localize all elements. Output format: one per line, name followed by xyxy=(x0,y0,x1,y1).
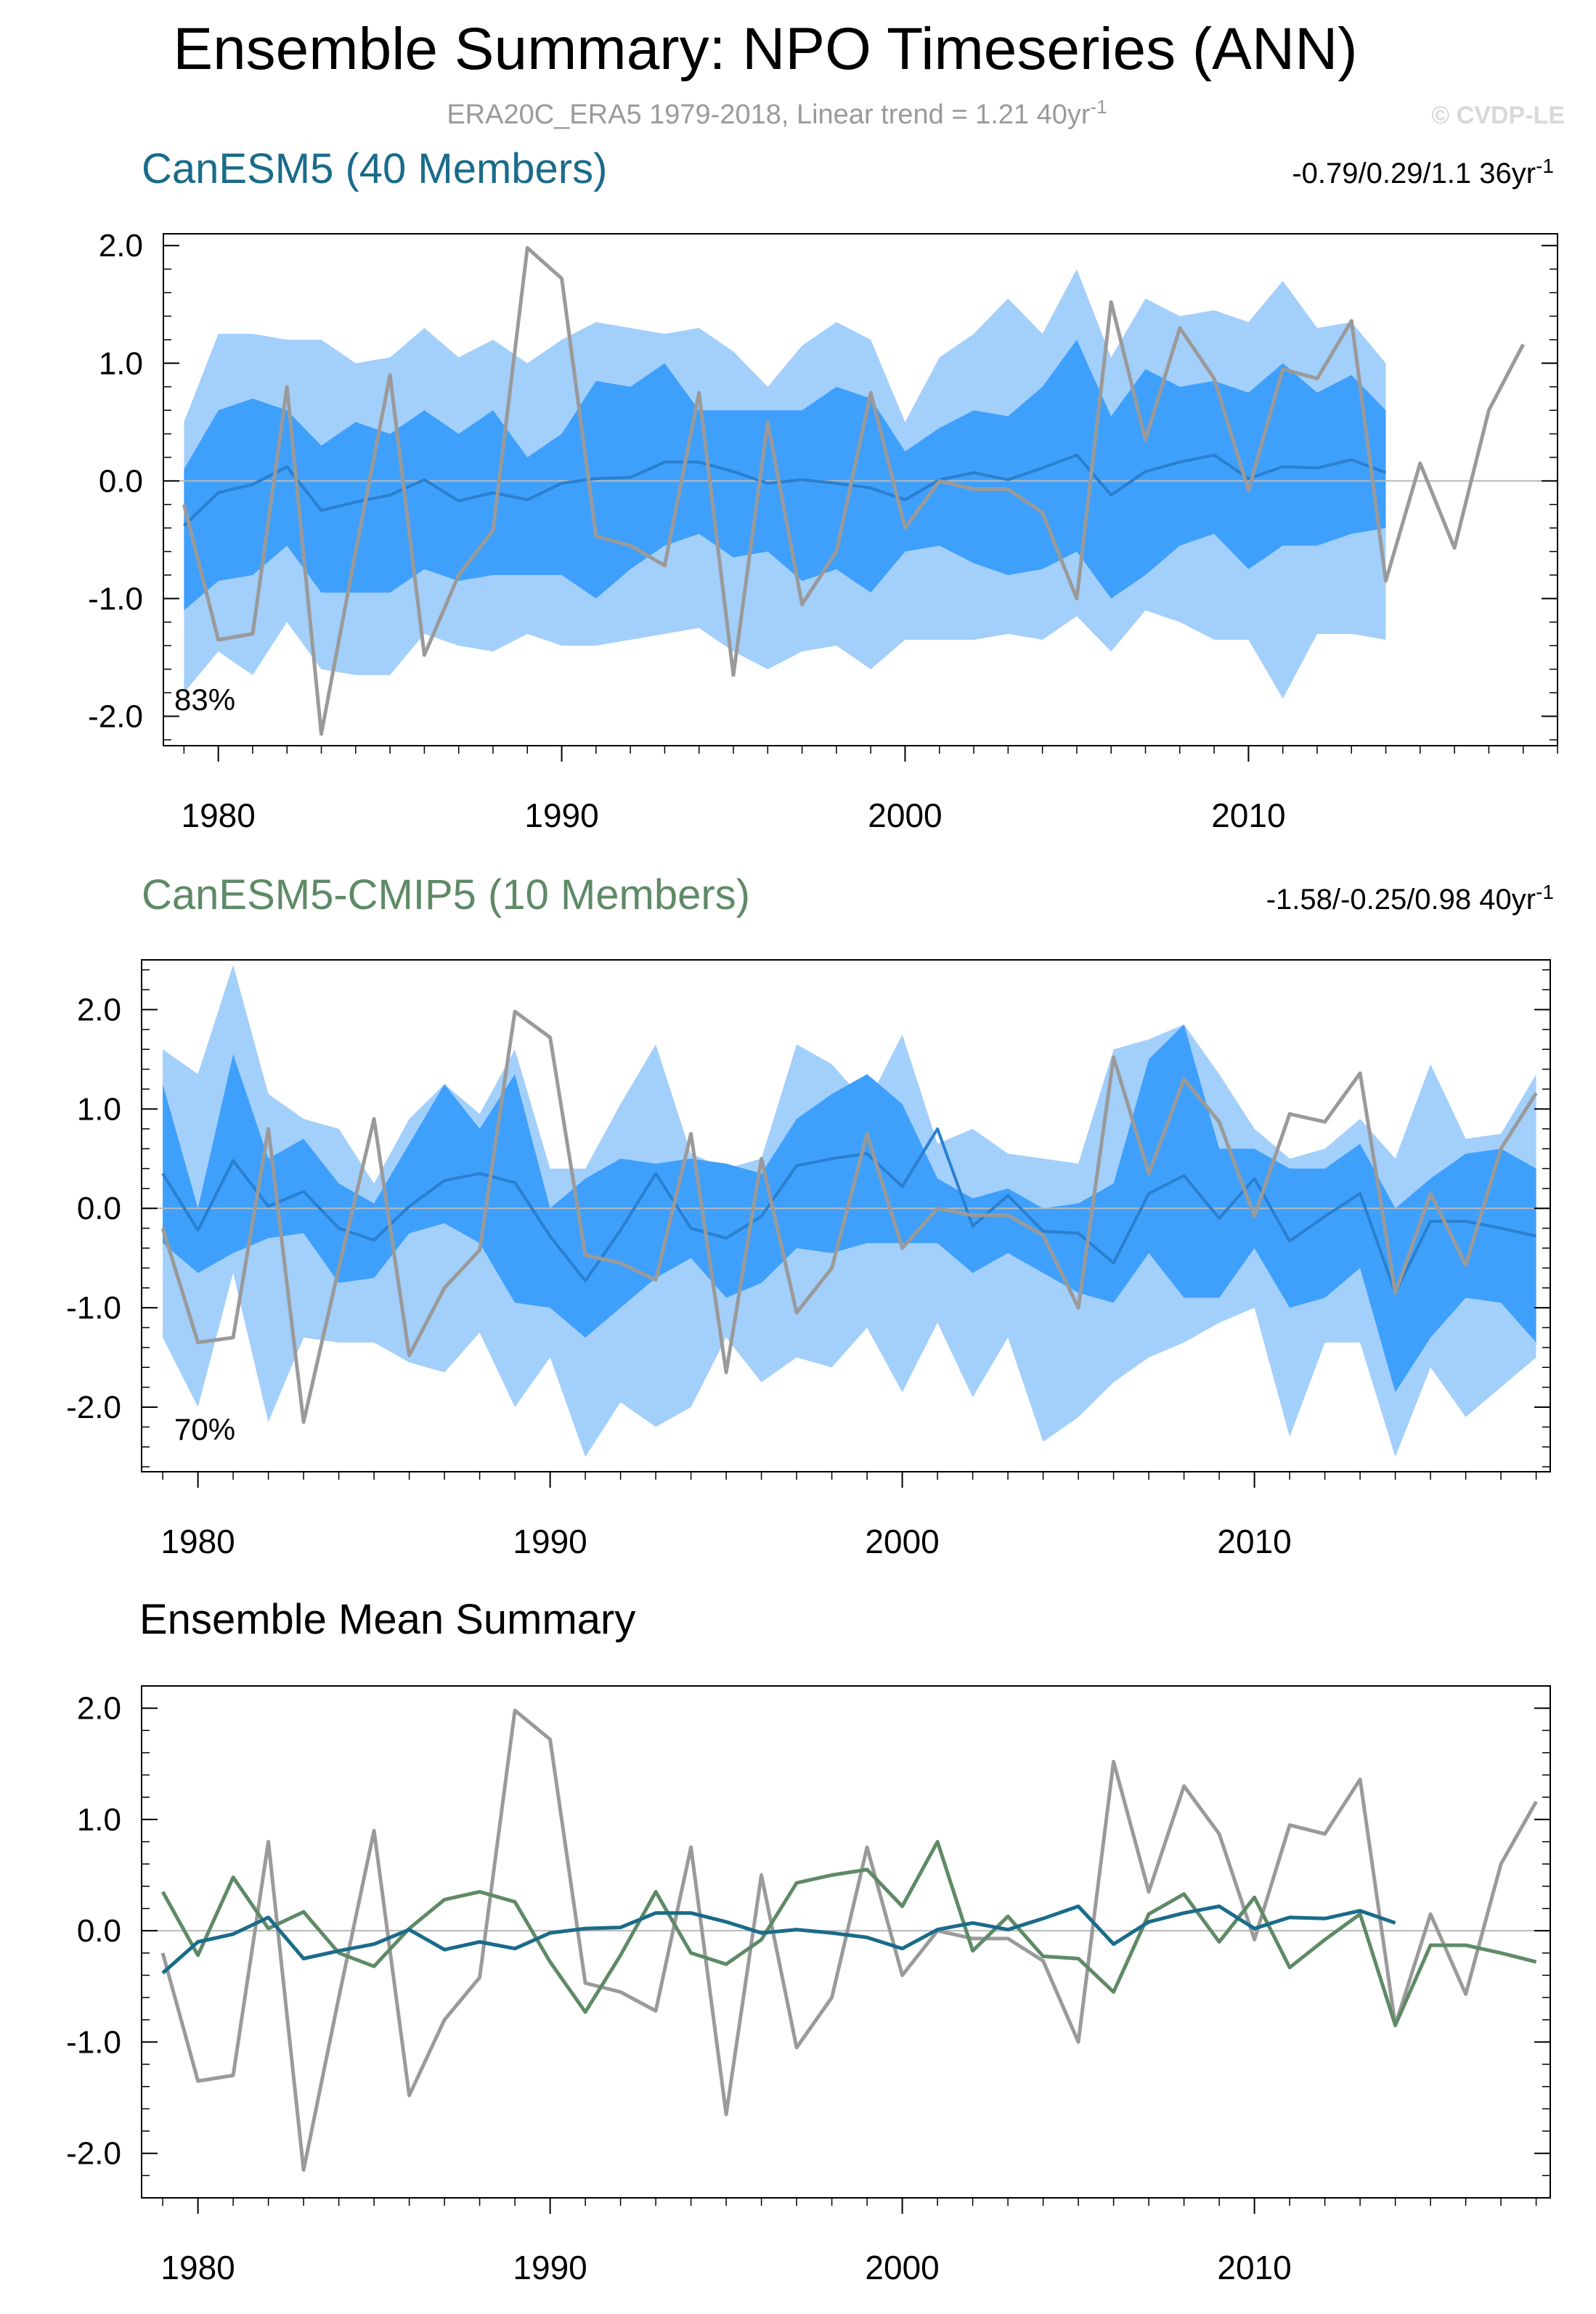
canesm5-xtick-label: 1980 xyxy=(181,797,255,834)
canesm5-ytick-label: -2.0 xyxy=(88,698,143,734)
trend-cmip5-text: -1.58/-0.25/0.98 40yr xyxy=(1266,884,1536,916)
cmip5-xtick-label: 2000 xyxy=(865,1523,939,1560)
cmip5-ytick-label: -1.0 xyxy=(66,1290,121,1326)
canesm5-xtick-label: 2000 xyxy=(868,797,942,834)
canesm5-xtick-label: 2010 xyxy=(1211,797,1285,834)
canesm5-xtick-label: 1990 xyxy=(524,797,598,834)
cmip5-xtick-label: 1980 xyxy=(160,1523,235,1560)
canesm5-ytick-label: 2.0 xyxy=(99,228,143,264)
panel-summary: Ensemble Mean Summary -2.0 -1.0 0.0 1.0 2.0 1… xyxy=(66,1596,1551,2286)
cmip5-xtick-label: 2010 xyxy=(1217,1523,1291,1560)
plot-area-cmip5: -2.0 -1.0 0.0 1.0 2.0 1980 1990 2000 2010 xyxy=(66,959,1551,1560)
trend-cmip5: -1.58/-0.25/0.98 40yr-1 xyxy=(1266,881,1554,916)
canesm5-ytick-label: -1.0 xyxy=(88,581,143,616)
figure-subtitle: ERA20C_ERA5 1979-2018, Linear trend = 1.… xyxy=(447,96,1107,130)
summary-ytick-label: 1.0 xyxy=(77,1802,121,1838)
summary-xtick-label: 2000 xyxy=(865,2249,939,2286)
cmip5-ytick-label: -2.0 xyxy=(66,1390,121,1425)
summary-xtick-label: 1990 xyxy=(513,2249,587,2286)
credit-label: © CVDP-LE xyxy=(1431,102,1565,129)
panel-title-summary: Ensemble Mean Summary xyxy=(139,1596,635,1643)
cmip5-ytick-label: 0.0 xyxy=(77,1191,121,1226)
figure-subtitle-sup: -1 xyxy=(1091,96,1107,118)
canesm5-ytick-label: 0.0 xyxy=(99,463,143,499)
summary-xtick-label: 2010 xyxy=(1217,2249,1291,2286)
plot-area-summary: -2.0 -1.0 0.0 1.0 2.0 1980 1990 2000 2010 xyxy=(66,1685,1551,2286)
summary-observation-line xyxy=(160,1708,1538,2172)
trend-cmip5-sup: -1 xyxy=(1536,881,1554,903)
trend-canesm5-text: -0.79/0.29/1.1 36yr xyxy=(1292,158,1536,190)
panel-title-cmip5: CanESM5-CMIP5 (10 Members) xyxy=(142,871,750,918)
figure-title: Ensemble Summary: NPO Timeseries (ANN) xyxy=(173,16,1357,82)
cmip5-observation-line xyxy=(160,1009,1538,1425)
percent-label-cmip5: 70% xyxy=(174,1412,235,1446)
cmip5-xtick-label: 1990 xyxy=(513,1523,587,1560)
trend-canesm5: -0.79/0.29/1.1 36yr-1 xyxy=(1292,155,1554,190)
summary-ytick-label: -2.0 xyxy=(66,2136,121,2172)
summary-frame xyxy=(141,1685,1551,2199)
canesm5-observation-line xyxy=(182,245,1525,736)
summary-xtick-label: 1980 xyxy=(160,2249,235,2286)
summary-ytick-label: -1.0 xyxy=(66,2024,121,2060)
summary-ytick-label: 0.0 xyxy=(77,1913,121,1949)
percent-label-canesm5: 83% xyxy=(174,683,235,717)
panel-cmip5: CanESM5-CMIP5 (10 Members) -1.58/-0.25/0… xyxy=(66,871,1554,1560)
panel-canesm5: CanESM5 (40 Members) -0.79/0.29/1.1 36yr… xyxy=(88,145,1558,834)
cmip5-frame xyxy=(141,959,1551,1472)
canesm5-ytick-label: 1.0 xyxy=(99,346,143,381)
panel-title-canesm5: CanESM5 (40 Members) xyxy=(142,145,607,192)
figure-subtitle-text: ERA20C_ERA5 1979-2018, Linear trend = 1.… xyxy=(447,99,1091,130)
summary-cmip5-mean-line xyxy=(160,1840,1537,2027)
plot-area-canesm5: -2.0 -1.0 0.0 1.0 2.0 1980 1990 2000 2010 xyxy=(88,228,1558,834)
cmip5-ytick-label: 2.0 xyxy=(77,992,121,1027)
trend-canesm5-sup: -1 xyxy=(1536,155,1554,177)
summary-canesm5-mean-line xyxy=(161,1904,1396,1975)
canesm5-ensemble-mean-line xyxy=(183,453,1387,527)
cmip5-ensemble-mean-line xyxy=(161,1127,1537,1295)
canesm5-frame xyxy=(163,233,1558,746)
cmip5-ytick-label: 1.0 xyxy=(77,1091,121,1127)
summary-ytick-label: 2.0 xyxy=(77,1691,121,1727)
